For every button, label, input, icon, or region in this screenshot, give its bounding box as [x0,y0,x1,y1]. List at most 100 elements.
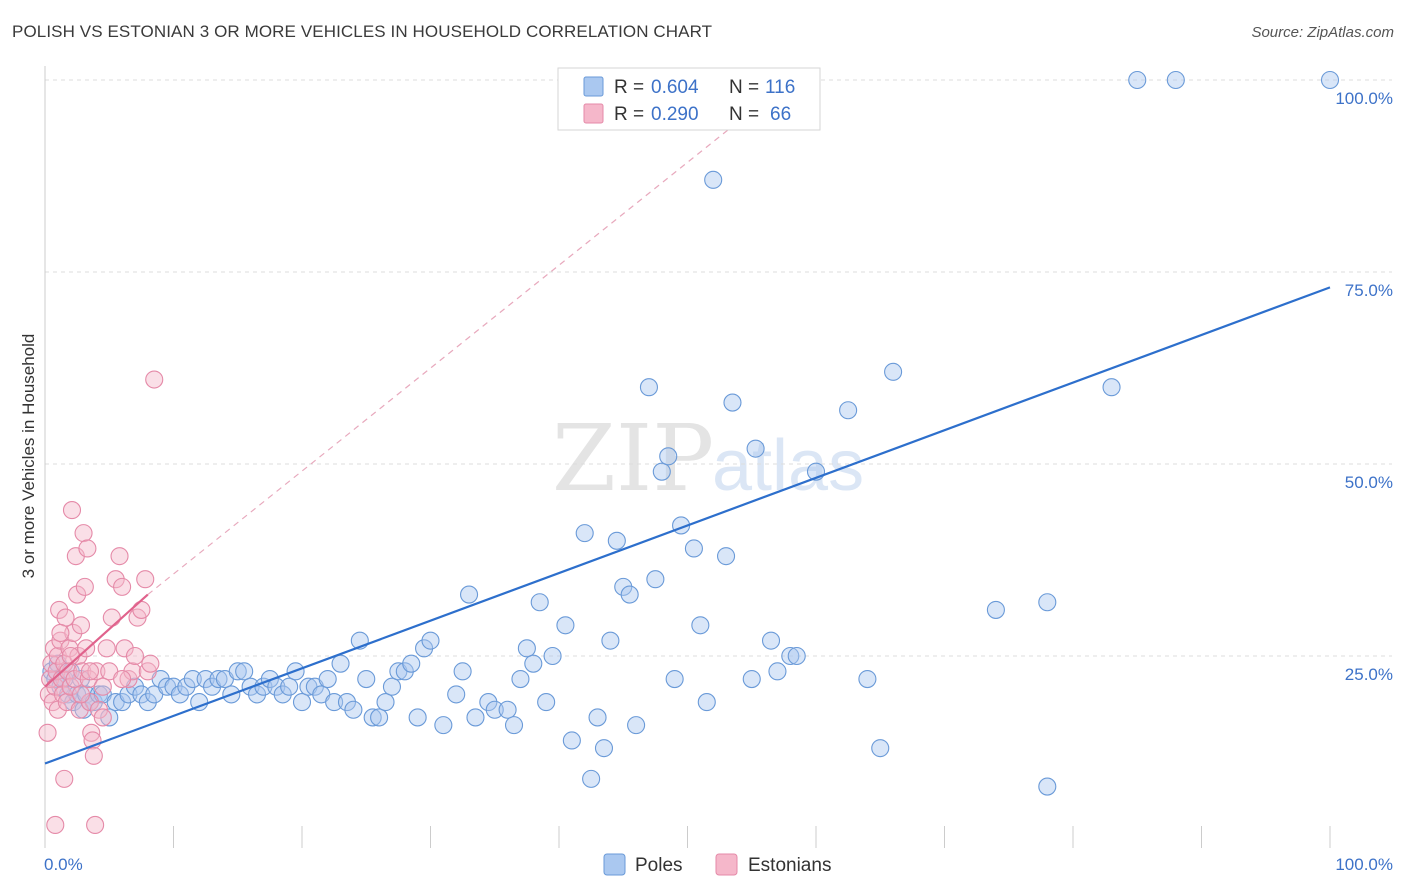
estonians-point [56,608,75,627]
poles-point [164,677,183,696]
poles-point [684,539,703,558]
poles-point [119,685,138,704]
poles-point [1128,70,1147,90]
estonians-point [115,639,134,658]
poles-point [665,669,684,689]
estonians-point [113,669,132,689]
estonians-point [145,370,164,389]
poles-point [716,547,736,566]
poles-point [530,593,549,612]
poles-point [601,631,620,650]
poles-point [235,662,254,681]
legend-box: R = 0.604 N = 116 R = 0.290 N = 66 [557,67,821,131]
poles-point [871,739,890,758]
poles-point [74,700,93,719]
estonians-point [136,570,155,589]
estonians-point [93,677,112,696]
poles-point [292,693,312,712]
poles-point [504,716,524,735]
poles-point [582,769,601,788]
poles-point [627,716,646,735]
legend-estonians-n-value: 66 [770,104,791,125]
y-tick-label: 25.0% [1345,665,1393,684]
poles-point [434,716,453,735]
poles-point [280,677,299,696]
poles-point [459,585,479,604]
estonians-point [86,815,105,835]
estonians-point [87,662,106,681]
legend-swatch-poles [583,76,604,97]
estonians-point [82,723,101,742]
estonians-point [125,646,144,666]
estonians-point [73,662,92,681]
bottom-legend-poles: Poles [635,855,683,876]
legend-poles-r-label: R = [614,77,644,98]
poles-point [652,462,671,481]
poles-point [594,739,614,758]
poles-point [556,616,575,635]
watermark-zip: ZIP [552,405,714,512]
estonians-point [110,547,129,566]
estonians-point [97,639,116,658]
bottom-legend: Poles Estonians [603,853,831,876]
poles-point [524,654,543,673]
poles-point [588,708,607,727]
legend-estonians-r-value: 0.290 [651,104,699,125]
poles-point [344,700,363,719]
chart-source: Source: ZipAtlas.com [1251,24,1394,41]
poles-point [113,693,132,712]
estonians-point [80,662,100,681]
estonians-point [55,769,74,788]
poles-point [370,708,389,727]
poles-point [485,700,504,719]
poles-point [517,639,536,658]
poles-point [100,708,119,727]
poles-point [884,362,903,381]
chart-title: POLISH VS ESTONIAN 3 OR MORE VEHICLES IN… [12,22,713,41]
poles-point [620,585,639,604]
poles-point [839,401,858,420]
estonians-point [50,600,69,619]
poles-point [196,669,215,689]
poles-point [781,646,800,666]
poles-point [575,524,594,543]
poles-point [691,616,710,635]
bottom-legend-swatch-estonians [715,853,738,876]
estonians-point [123,662,142,681]
poles-point [537,693,556,712]
estonians-point [62,501,82,520]
legend-poles-r-value: 0.604 [651,77,699,98]
poles-point [614,577,633,596]
poles-point [273,685,292,704]
poles-point [746,439,765,458]
poles-point [479,693,498,712]
poles-point [447,685,466,704]
estonians-point [102,608,121,627]
poles-point [511,669,530,689]
trend-layer [147,79,791,596]
poles-point [382,677,402,696]
estonians-point [93,708,112,727]
y-tick-label: 50.0% [1345,473,1393,492]
estonians-point [68,585,87,604]
y-tick-label: 100.0% [1335,89,1393,108]
poles-point [337,693,357,712]
poles-point [421,631,440,650]
estonians-point [113,577,132,596]
bottom-legend-estonians: Estonians [748,855,831,876]
poles-point [408,708,427,727]
y-axis-label: 3 or more Vehicles in Household [19,334,38,579]
poles-point [132,685,151,704]
points-layer [38,70,1340,835]
estonians-point [71,616,91,635]
estonians-point [65,669,84,689]
estonians-point [71,685,91,704]
axis-layer: 25.0% 50.0% 75.0% 100.0% 0.0% 100.0% [44,66,1393,874]
poles-point [704,170,723,189]
poles-point [646,570,665,589]
poles-point [363,708,382,727]
estonians-point [59,662,78,681]
poles-point [209,669,228,689]
estonians-point [132,600,151,619]
